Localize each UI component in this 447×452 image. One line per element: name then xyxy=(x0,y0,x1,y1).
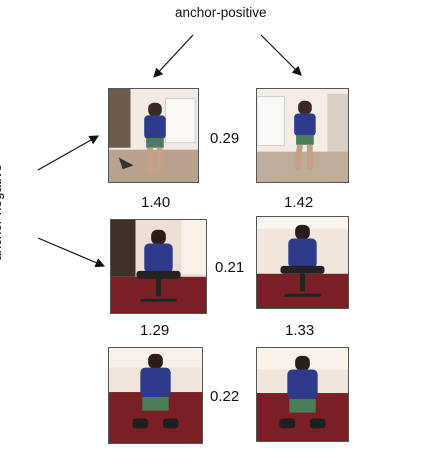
image-row3-left xyxy=(108,347,203,444)
image-row2-left xyxy=(110,219,207,314)
distance-row3-positive: 0.22 xyxy=(210,388,239,405)
arrow-top-left xyxy=(154,35,193,77)
image-row2-right xyxy=(256,216,349,309)
arrow-top-right xyxy=(261,35,301,75)
distance-row23-negative-right: 1.33 xyxy=(285,322,314,339)
image-row1-left xyxy=(108,88,199,183)
image-row1-right xyxy=(256,88,349,183)
arrow-side-up xyxy=(38,136,98,170)
distance-row12-negative-right: 1.42 xyxy=(284,194,313,211)
image-row3-right xyxy=(256,347,349,442)
distance-row1-positive: 0.29 xyxy=(210,130,239,147)
distance-row12-negative-left: 1.40 xyxy=(141,194,170,211)
distance-row23-negative-left: 1.29 xyxy=(140,322,169,339)
arrow-side-down xyxy=(38,238,104,266)
distance-row2-positive: 0.21 xyxy=(215,259,244,276)
